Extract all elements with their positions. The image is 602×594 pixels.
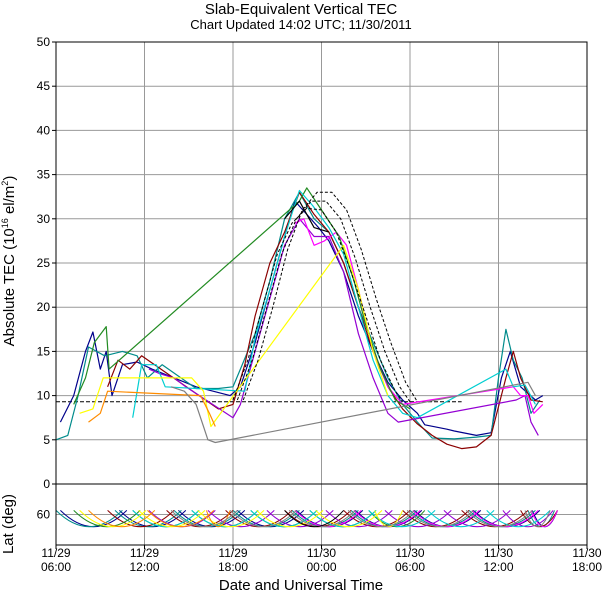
y-tick-label-8: 40 <box>37 123 51 137</box>
x-tick-time-4: 06:00 <box>395 560 425 574</box>
x-tick-date-2: 11/29 <box>218 546 247 560</box>
series-line-0 <box>59 200 544 436</box>
x-tick-date-6: 11/30 <box>572 546 601 560</box>
y-tick-label-6: 30 <box>37 212 51 226</box>
x-tick-time-5: 12:00 <box>483 560 513 574</box>
x-tick-time-2: 18:00 <box>218 560 248 574</box>
y-tick-label-4: 20 <box>37 300 51 314</box>
y-tick-label-3: 15 <box>37 344 51 358</box>
lat-track-3 <box>502 510 554 527</box>
x-tick-date-5: 11/30 <box>484 546 513 560</box>
y-tick-label-5: 25 <box>37 256 51 270</box>
lat-track-7 <box>256 510 324 528</box>
y-label-mid: el/m <box>1 185 18 219</box>
lat-track-9 <box>288 510 356 528</box>
lat-track-1 <box>114 510 182 528</box>
series-line-9 <box>170 381 536 444</box>
x-tick-date-4: 11/30 <box>395 546 424 560</box>
model-curve-1 <box>236 200 411 403</box>
lat-track-8 <box>147 510 215 528</box>
lat-track-2 <box>107 510 175 528</box>
y-tick-label-10: 50 <box>37 35 51 49</box>
lat-track-6 <box>486 510 551 528</box>
y-tick-label-1: 5 <box>43 433 50 447</box>
y-tick-label-7: 35 <box>37 168 51 182</box>
lat-track-3 <box>325 510 393 528</box>
series-line-8 <box>88 390 216 427</box>
lat-track-9 <box>524 510 551 528</box>
chart-title: Slab-Equivalent Vertical TEC <box>204 1 398 18</box>
series-line-10 <box>284 200 330 233</box>
latitude-plot-panel <box>55 484 588 545</box>
series-line-7 <box>79 244 389 428</box>
y-label-sup2: 2 <box>0 180 10 186</box>
model-curve-2 <box>242 191 418 403</box>
lat-track-8 <box>205 510 231 528</box>
lat-axis-label: Lat (deg) <box>0 493 17 555</box>
lat-track-7 <box>79 510 147 528</box>
series-line-5 <box>73 187 411 410</box>
lat-tick-label-0: 60 <box>37 508 51 522</box>
lat-track-8 <box>88 510 156 528</box>
lat-track-3 <box>207 510 275 528</box>
chart-subtitle: Chart Updated 14:02 UTC; 11/30/2011 <box>190 17 412 32</box>
model-curve-0 <box>232 207 404 403</box>
series-line-6 <box>132 189 536 419</box>
lat-track-4 <box>530 510 558 528</box>
lat-track-9 <box>465 510 533 528</box>
x-tick-date-1: 11/29 <box>130 546 159 560</box>
lat-track-7 <box>374 510 404 528</box>
lat-track-9 <box>347 510 415 528</box>
y-label-suffix: ) <box>1 175 18 181</box>
x-tick-date-0: 11/29 <box>41 546 70 560</box>
tec-plot-panel <box>55 41 588 485</box>
lat-track-3 <box>443 510 511 528</box>
y-tick-label-2: 10 <box>37 389 51 403</box>
lat-track-1 <box>55 510 123 528</box>
y-label-sup1: 16 <box>0 218 10 229</box>
x-tick-time-1: 12:00 <box>129 560 159 574</box>
lat-track-10 <box>284 510 344 527</box>
y-axis-label: Absolute TEC (1016 el/m2) <box>0 151 18 371</box>
x-tick-time-0: 06:00 <box>41 560 71 574</box>
y-label-prefix: Absolute TEC (10 <box>1 228 18 347</box>
lat-track-3 <box>384 510 452 528</box>
x-axis-label: Date and Universal Time <box>218 577 384 594</box>
x-tick-time-6: 18:00 <box>572 560 602 574</box>
lat-track-7 <box>138 510 206 528</box>
lat-track-7 <box>315 510 383 528</box>
y-tick-label-9: 45 <box>37 79 51 93</box>
y-tick-label-0: 0 <box>43 477 50 491</box>
lat-track-6 <box>427 510 495 528</box>
lat-track-9 <box>170 510 238 528</box>
lat-track-3 <box>266 510 334 528</box>
lat-track-9 <box>406 510 474 528</box>
series-line-1 <box>55 191 541 441</box>
axes: 051015202530354045506011/2906:0011/2912:… <box>37 35 602 574</box>
x-tick-date-3: 11/30 <box>307 546 336 560</box>
lat-track-7 <box>197 510 265 528</box>
x-tick-time-3: 00:00 <box>306 560 336 574</box>
